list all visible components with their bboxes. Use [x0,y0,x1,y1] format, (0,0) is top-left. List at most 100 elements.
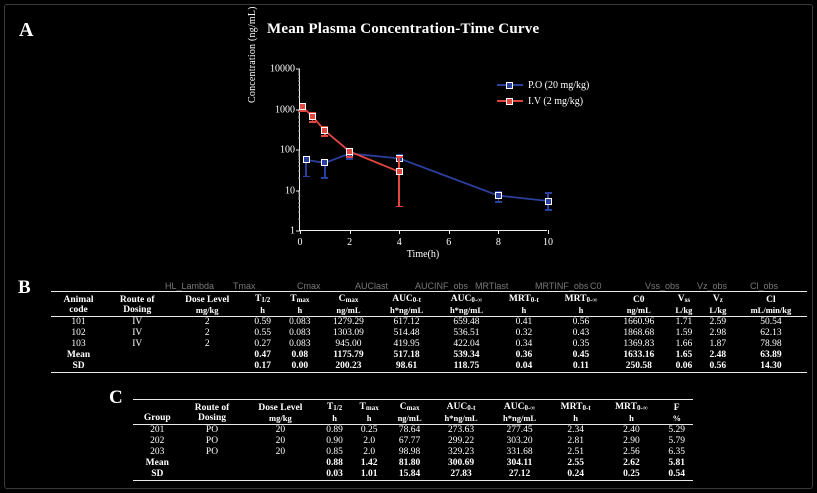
table-cell [168,350,246,361]
table-cell: 2.98 [709,328,727,338]
table-cell: 62.13 [760,328,782,338]
table-cell: 2.40 [623,425,640,435]
column-header: Group [133,399,182,425]
table-cell: 2.0 [363,447,376,457]
table-row: 203 PO 20 0.85 2.0 98.98 329.23 331.68 2.51 2.56 6… [133,447,693,458]
error-bar [398,156,400,206]
table-cell: 27.12 [490,469,549,481]
table-cell: 1.42 [360,458,378,468]
y-tick-mark [296,68,300,70]
column-header: Tmax h [350,399,388,425]
table-cell: 203 [150,447,165,457]
table-b-head: Animal code Route of Dosing Dose Level mg/kg T… [51,291,807,317]
y-minor-tick [297,121,300,123]
x-tick-label: 4 [396,237,402,248]
column-header: Route of Dosing [106,291,169,317]
plot-wrapper: Concentration (ng/mL) 1 10 100 1000 10000 0 2… [247,6,589,263]
y-minor-tick [297,117,300,119]
column-header: T1/2 h [318,399,351,425]
table-cell: 273.63 [447,425,475,435]
table-cell: 0.32 [515,328,533,338]
table-cell: 514.48 [393,328,420,338]
y-tick-mark [296,190,300,191]
table-cell: 0.59 [254,317,271,327]
column-header: Cmax ng/mL [387,399,432,425]
table-cell: 20 [275,425,286,435]
table-cell: 0.00 [279,361,321,373]
table-cell: 303.20 [506,436,533,446]
table-row: Mean 0.47 0.08 1175.79 517.18 539.34 0.36 0.45 1… [51,350,807,361]
table-row: 202 PO 20 0.90 2.0 67.77 299.22 303.20 2.81 2.90 5… [133,436,693,447]
table-cell: 0.88 [326,458,343,468]
table-cell: 277.45 [506,425,533,435]
table-cell: 5.79 [668,436,685,446]
table-cell [106,361,169,373]
y-minor-tick [297,130,300,132]
table-cell: 0.25 [360,425,378,435]
table-cell: 0.35 [572,339,590,349]
column-header: Cl mL/min/kg [734,291,807,317]
table-cell: IV [132,328,143,338]
table-cell: 0.90 [326,436,343,446]
table-cell: 331.68 [506,447,533,457]
table-cell: 2 [204,317,210,327]
x-tick-mark [300,230,301,234]
error-bar-cap [308,121,316,123]
chart-legend: P.O (20 mg/kg) I.V (2 mg/kg) [497,77,589,109]
y-tick-label: 1000 [275,104,295,115]
header-group-ghost: Vz_obs [697,281,728,291]
header-group-ghost: AUClast [355,281,389,291]
table-cell: 1.01 [350,469,388,481]
table-cell: PO [205,436,219,446]
y-minor-tick [297,115,300,117]
table-cell: 1303.09 [333,328,364,338]
column-header: Vz L/kg [700,291,735,317]
x-tick-label: 2 [347,237,353,248]
table-cell [242,469,319,481]
table-cell: Mean [145,458,169,468]
error-bar-cap [395,153,403,156]
table-cell: PO [205,447,219,457]
table-cell [168,361,247,373]
table-cell: 1.87 [709,339,727,349]
table-cell: 0.36 [515,350,533,360]
table-cell: 539.34 [453,350,480,360]
table-row: 102 IV 2 0.55 0.083 1303.09 514.48 536.51 0.32 0.… [51,328,807,339]
y-tick-label: 10000 [270,63,295,75]
table-cell: 2.0 [363,436,376,446]
table-cell: 0.083 [289,317,311,327]
table-cell: 0.04 [496,361,552,373]
table-cell: 2 [204,339,210,349]
table-cell: 20 [275,447,286,457]
table-cell: 0.89 [326,425,343,435]
table-c-po-pk: Group Route of Dosing Dose Level mg/kg T1/2 h T… [133,399,693,481]
data-point [302,156,310,164]
error-bar-cap [544,208,552,211]
table-cell: 2.59 [709,317,727,327]
table-cell: 0.56 [572,317,590,327]
error-bar-cap [346,158,354,160]
y-minor-tick [297,96,300,98]
error-bar-cap [395,205,403,208]
table-b-iv-pk: Animal code Route of Dosing Dose Level mg/kg T… [51,291,807,373]
y-minor-tick [297,191,300,193]
y-minor-tick [297,196,300,198]
header-group-ghost: HL_Lambda [165,281,215,291]
table-row: SD 0.03 1.01 15.84 27.83 27.12 0.24 0.25 0.54 [133,469,693,481]
table-cell: 1279.29 [333,317,364,327]
legend-marker [497,96,523,106]
table-cell: 1.65 [675,350,693,360]
table-cell: 0.083 [289,339,311,349]
table-cell: 0.083 [289,328,311,338]
table-cell: 78.64 [398,425,421,435]
table-cell: 20 [275,436,286,446]
legend-label: P.O (20 mg/kg) [528,79,590,91]
data-point [494,192,502,200]
table-cell: 419.95 [393,339,420,349]
y-minor-tick [297,70,300,72]
table-cell: 0.47 [254,350,271,360]
legend-marker [497,80,523,90]
x-tick-label: 0 [297,237,303,248]
y-minor-tick [297,72,300,74]
y-minor-tick [297,125,300,127]
